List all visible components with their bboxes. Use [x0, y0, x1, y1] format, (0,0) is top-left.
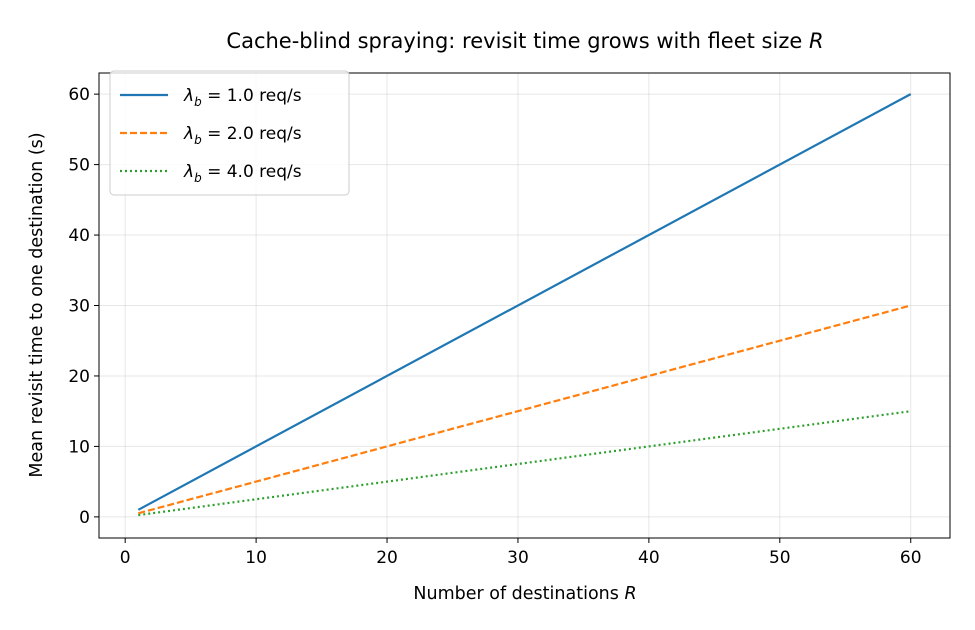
series-line-1 [137, 93, 912, 511]
x-tick-label: 60 [900, 548, 922, 568]
chart-title-variable: R [809, 29, 824, 53]
legend-label-3: λb = 4.0 req/s [183, 162, 302, 185]
x-tick-label: 10 [245, 548, 267, 568]
y-tick-label: 50 [68, 156, 90, 176]
series-lines [137, 93, 912, 517]
y-tick-label: 0 [79, 508, 90, 528]
x-tick-label: 0 [120, 548, 131, 568]
y-tick-label: 30 [68, 297, 90, 317]
series-line-2 [138, 304, 911, 515]
x-tick-label: 20 [376, 548, 398, 568]
x-axis-label: Number of destinations R [413, 584, 636, 604]
x-axis-label-text: Number of destinations [413, 584, 618, 604]
y-tick-label: 40 [68, 226, 90, 246]
legend: λb = 1.0 req/s λb = 2.0 req/s λb = 4.0 req… [109, 70, 350, 196]
chart-title-text: Cache-blind spraying: revisit time grows… [226, 29, 802, 53]
y-tick-label: 10 [68, 437, 90, 457]
legend-box [109, 70, 350, 196]
axis-ticks: 0 10 20 30 40 50 60 0 10 20 30 40 50 60 [68, 85, 921, 568]
grid [99, 73, 950, 538]
legend-label-1: λb = 1.0 req/s [183, 86, 302, 109]
x-tick-label: 30 [507, 548, 529, 568]
x-axis-label-variable: R [624, 584, 636, 604]
y-tick-label: 60 [68, 85, 90, 105]
chart-title: Cache-blind spraying: revisit time grows… [226, 29, 823, 53]
x-tick-label: 50 [769, 548, 791, 568]
y-tick-label: 20 [68, 367, 90, 387]
x-tick-label: 40 [638, 548, 660, 568]
legend-label-2: λb = 2.0 req/s [183, 124, 302, 147]
y-axis-label: Mean revisit time to one destination (s) [27, 132, 47, 477]
